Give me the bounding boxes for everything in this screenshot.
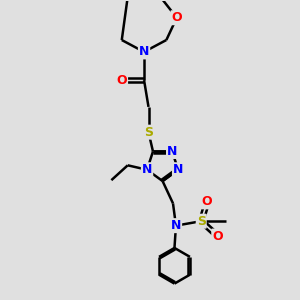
Text: N: N xyxy=(173,163,183,176)
Text: N: N xyxy=(167,145,177,158)
Text: S: S xyxy=(144,126,153,139)
Text: O: O xyxy=(212,230,223,242)
Text: N: N xyxy=(171,219,181,232)
Text: O: O xyxy=(202,195,212,208)
Text: N: N xyxy=(139,45,149,58)
Text: O: O xyxy=(171,11,182,24)
Text: S: S xyxy=(197,215,206,228)
Text: O: O xyxy=(116,74,127,87)
Text: N: N xyxy=(142,163,152,176)
